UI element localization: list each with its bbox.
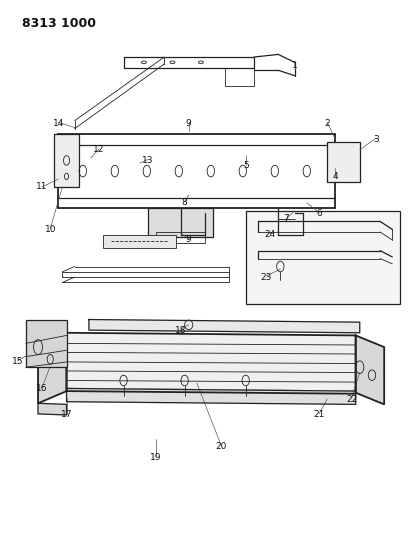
Text: 8313 1000: 8313 1000 <box>22 17 96 30</box>
Text: 19: 19 <box>150 453 162 462</box>
Text: 7: 7 <box>283 214 289 223</box>
Text: 3: 3 <box>372 135 378 144</box>
Text: 21: 21 <box>312 410 324 419</box>
Text: 10: 10 <box>45 225 56 234</box>
Polygon shape <box>89 319 359 333</box>
Text: 24: 24 <box>264 230 275 239</box>
Text: 16: 16 <box>36 384 48 393</box>
Text: 12: 12 <box>93 146 105 155</box>
Polygon shape <box>355 335 383 405</box>
Text: 20: 20 <box>215 442 227 451</box>
Text: 14: 14 <box>53 119 64 128</box>
Polygon shape <box>38 333 66 403</box>
Bar <box>54 134 79 187</box>
Text: 6: 6 <box>315 209 321 218</box>
Text: 9: 9 <box>185 236 191 245</box>
Text: 8: 8 <box>181 198 187 207</box>
Text: 17: 17 <box>61 410 72 419</box>
Bar <box>245 211 400 304</box>
Bar <box>26 319 66 367</box>
Bar <box>148 208 213 237</box>
Polygon shape <box>66 333 355 394</box>
Text: 15: 15 <box>12 358 23 367</box>
Polygon shape <box>66 389 355 405</box>
Text: 2: 2 <box>324 119 329 128</box>
Text: 13: 13 <box>142 156 153 165</box>
Bar <box>156 232 204 243</box>
Text: 1: 1 <box>291 61 297 69</box>
Polygon shape <box>38 403 66 415</box>
Text: 23: 23 <box>260 272 271 281</box>
Text: 5: 5 <box>242 161 248 170</box>
Text: 18: 18 <box>174 326 186 335</box>
Bar <box>326 142 359 182</box>
Text: 22: 22 <box>345 394 356 403</box>
Text: 4: 4 <box>332 172 337 181</box>
Text: 11: 11 <box>36 182 48 191</box>
Bar <box>103 235 176 248</box>
Text: 9: 9 <box>185 119 191 128</box>
